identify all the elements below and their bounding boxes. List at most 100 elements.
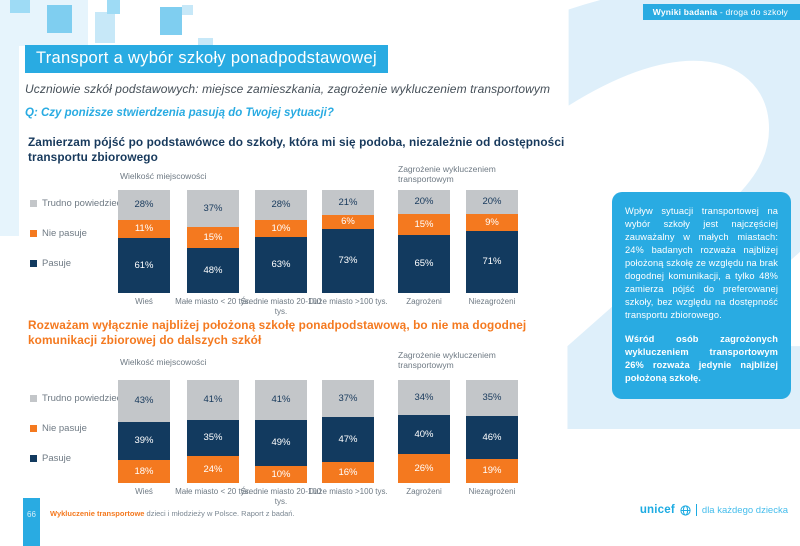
bar-segment: 28% [118,190,170,221]
stacked-bar: 37% 15% 48% [187,190,239,293]
legend-swatch [30,395,37,402]
bar-segment: 15% [398,214,450,236]
page-number: 66 [27,510,36,519]
unicef-wordmark: unicef [639,504,675,516]
chart-block-1: Zamierzam pójść po podstawówce do szkoły… [0,135,800,320]
bar-segment: 19% [466,459,518,483]
stacked-bar: 37% 47% 16% [322,380,374,483]
bar-segment: 15% [187,227,239,248]
footer-caption: Wykluczenie transportowe dzieci i młodzi… [50,509,295,518]
stacked-bar: 28% 10% 63% [255,190,307,293]
decor-pale-band-left [0,46,19,236]
badge-rest-text: - droga do szkoły [717,7,788,17]
bar-segment: 61% [118,238,170,293]
legend-item: Nie pasuje [30,423,121,434]
bar-segment: 39% [118,421,170,461]
legend-label: Nie pasuje [42,423,87,434]
stacked-bar: 20% 9% 71% [466,190,518,293]
chart-block-2: Rozważam wyłącznie najbliżej położoną sz… [0,318,800,506]
category-label: Wieś [135,297,153,306]
bar-segment: 34% [398,380,450,415]
bar-segment: 35% [187,420,239,456]
legend-item: Nie pasuje [30,228,121,239]
decor-square [10,0,30,13]
category-label: Średnie miasto 20-100 tys. [240,297,322,316]
stacked-bar: 21% 6% 73% [322,190,374,293]
bar-segment: 37% [322,380,374,418]
header-badge: Wyniki badania - droga do szkoły [642,4,800,20]
legend-label: Pasuje [42,453,72,464]
legend-label: Trudno powiedzieć [42,393,122,404]
decor-square [160,7,182,35]
legend-label: Trudno powiedzieć [42,198,122,209]
bar-segment: 40% [398,414,450,455]
stacked-bar: 41% 49% 10% [255,380,307,483]
globe-icon [680,504,691,516]
legend-item: Pasuje [30,453,121,464]
page-subtitle: Uczniowie szkół podstawowych: miejsce za… [25,82,551,96]
badge-bold-text: Wyniki badania [652,7,718,17]
group-header-city-size: Wielkość miejscowości [120,357,207,367]
category-label: Niezagrożeni [468,487,516,496]
group-header-city-size: Wielkość miejscowości [120,171,207,181]
footer-caption-bold: Wykluczenie transportowe [50,509,145,518]
logo-divider [695,504,697,516]
legend-swatch [30,200,37,207]
page-title: Transport a wybór szkoły ponadpodstawowe… [25,45,388,73]
bars-area: 43% 39% 18% 41% 35% 24% 41% 49% 10% 37% 47% 16% 34% 4… [118,380,518,483]
bar-segment: 26% [398,454,450,483]
decor-square [107,0,120,14]
legend-item: Pasuje [30,258,121,269]
bar-segment: 6% [322,215,374,230]
chart-title: Rozważam wyłącznie najbliżej położoną sz… [28,318,527,348]
bar-segment: 28% [255,190,307,221]
legend-label: Nie pasuje [42,228,87,239]
category-label: Małe miasto < 20 tys. [175,487,251,496]
stacked-bar: 34% 40% 26% [398,380,450,483]
bar-segment: 20% [466,190,518,215]
chart-legend: Trudno powiedzieć Nie pasuje Pasuje [30,198,121,269]
legend-item: Trudno powiedzieć [30,393,121,404]
category-label: Zagrożeni [406,487,442,496]
group-header-exclusion-risk: Zagrożenie wykluczeniem transportowym [398,164,496,184]
category-label: Duże miasto >100 tys. [308,487,388,496]
bar-segment: 20% [398,190,450,215]
bars-area: 28% 11% 61% 37% 15% 48% 28% 10% 63% 21% 6% 73% 20% 15… [118,190,518,293]
bar-segment: 47% [322,417,374,462]
callout-box: Wpływ sytuacji transportowej na wybór sz… [612,192,791,399]
decor-square [95,12,115,43]
decor-square [182,5,193,15]
stacked-bar: 28% 11% 61% [118,190,170,293]
callout-paragraph: Wpływ sytuacji transportowej na wybór sz… [625,206,778,321]
survey-question: Q: Czy poniższe stwierdzenia pasują do T… [25,107,334,119]
category-label: Małe miasto < 20 tys. [175,297,251,306]
bar-segment: 10% [255,220,307,238]
legend-swatch [30,455,37,462]
bar-segment: 37% [187,190,239,228]
bar-segment: 11% [118,220,170,239]
legend-label: Pasuje [42,258,72,269]
bar-segment: 9% [466,214,518,231]
stacked-bar: 43% 39% 18% [118,380,170,483]
bar-segment: 43% [118,380,170,422]
legend-swatch [30,260,37,267]
bar-segment: 71% [466,230,518,293]
bar-segment: 73% [322,229,374,293]
legend-swatch [30,230,37,237]
stacked-bar: 35% 46% 19% [466,380,518,483]
category-label: Wieś [135,487,153,496]
bar-segment: 65% [398,235,450,293]
stacked-bar: 41% 35% 24% [187,380,239,483]
group-header-exclusion-risk: Zagrożenie wykluczeniem transportowym [398,350,496,370]
bar-segment: 16% [322,461,374,483]
bar-segment: 35% [466,380,518,416]
bar-segment: 18% [118,460,170,483]
bar-segment: 21% [322,190,374,216]
bar-segment: 48% [187,247,239,293]
legend-swatch [30,425,37,432]
stacked-bar: 20% 15% 65% [398,190,450,293]
decor-square [47,5,72,33]
footer-page-strip: 66 [23,498,40,546]
category-label: Średnie miasto 20-100 tys. [240,487,322,506]
